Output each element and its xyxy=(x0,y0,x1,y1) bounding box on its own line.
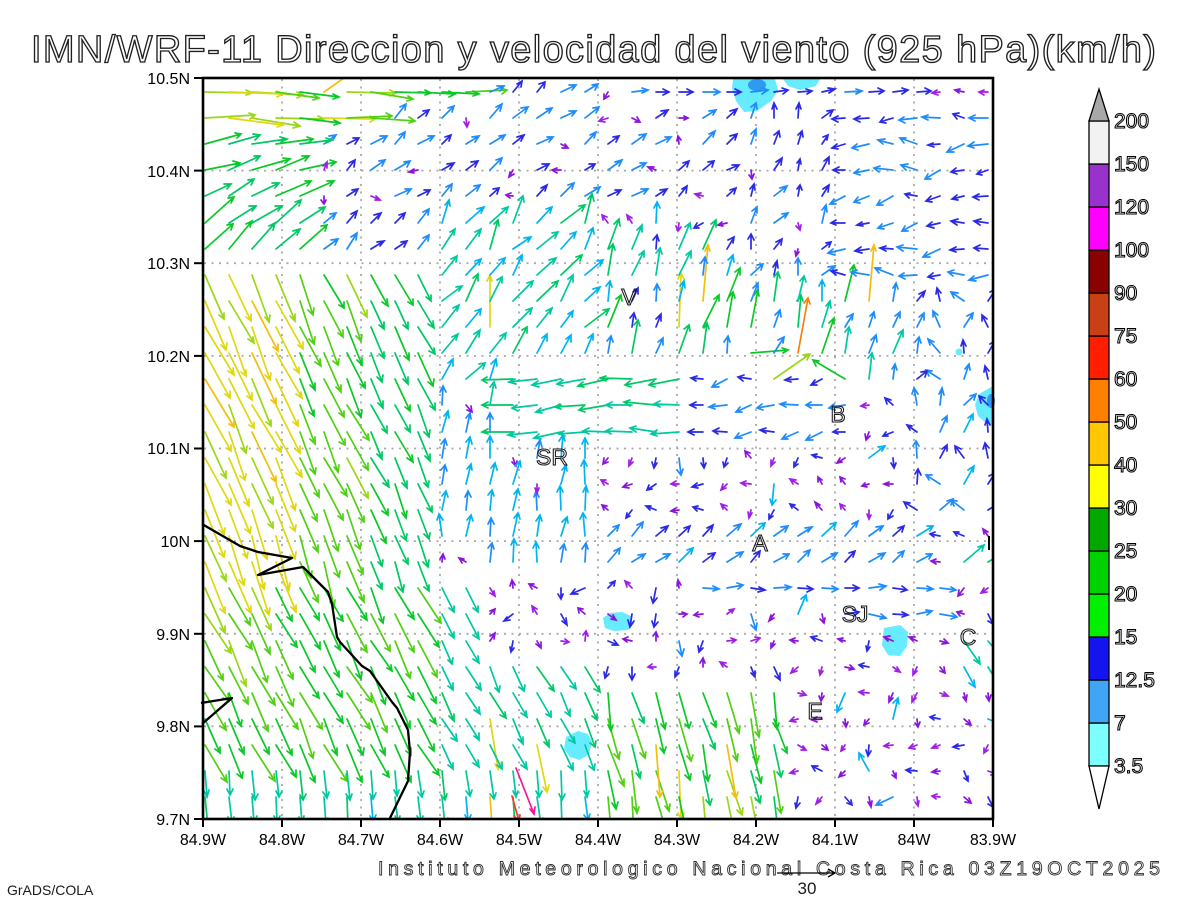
svg-text:40: 40 xyxy=(1114,454,1137,477)
svg-text:SJ: SJ xyxy=(842,601,869,627)
svg-text:84.8W: 84.8W xyxy=(259,832,306,849)
svg-text:E: E xyxy=(807,698,822,724)
svg-text:150: 150 xyxy=(1114,153,1149,176)
svg-text:84.1W: 84.1W xyxy=(812,832,859,849)
svg-text:3.5: 3.5 xyxy=(1114,755,1143,778)
svg-text:84.5W: 84.5W xyxy=(496,832,543,849)
svg-text:200: 200 xyxy=(1114,110,1149,133)
svg-text:10.3N: 10.3N xyxy=(147,256,190,273)
svg-text:20: 20 xyxy=(1114,583,1137,606)
svg-text:84.6W: 84.6W xyxy=(417,832,464,849)
svg-text:50: 50 xyxy=(1114,411,1137,434)
svg-text:12.5: 12.5 xyxy=(1114,669,1155,692)
svg-text:10.2N: 10.2N xyxy=(147,349,190,366)
svg-text:90: 90 xyxy=(1114,282,1137,305)
svg-text:9.8N: 9.8N xyxy=(156,719,190,736)
svg-text:60: 60 xyxy=(1114,368,1137,391)
svg-text:30: 30 xyxy=(798,879,817,898)
svg-text:84.4W: 84.4W xyxy=(575,832,622,849)
svg-text:SR: SR xyxy=(536,444,568,470)
svg-text:9.7N: 9.7N xyxy=(156,812,190,829)
svg-text:25: 25 xyxy=(1114,540,1137,563)
svg-text:C: C xyxy=(960,624,977,650)
svg-text:75: 75 xyxy=(1114,325,1137,348)
svg-text:84.7W: 84.7W xyxy=(338,832,385,849)
svg-text:IMN/WRF-11 Direccion y velocid: IMN/WRF-11 Direccion y velocidad del vie… xyxy=(31,29,1157,71)
svg-text:10N: 10N xyxy=(161,534,190,551)
svg-text:84.9W: 84.9W xyxy=(180,832,227,849)
svg-text:84W: 84W xyxy=(898,832,932,849)
svg-text:9.9N: 9.9N xyxy=(156,627,190,644)
svg-text:83.9W: 83.9W xyxy=(970,832,1017,849)
svg-text:10.1N: 10.1N xyxy=(147,441,190,458)
svg-text:10.5N: 10.5N xyxy=(147,71,190,88)
svg-text:120: 120 xyxy=(1114,196,1149,219)
svg-text:GrADS/COLA: GrADS/COLA xyxy=(7,882,94,898)
svg-text:15: 15 xyxy=(1114,626,1137,649)
svg-text:B: B xyxy=(830,401,845,427)
svg-text:7: 7 xyxy=(1114,712,1126,735)
svg-text:A: A xyxy=(752,530,768,556)
svg-text:Instituto Meteorologico Nacion: Instituto Meteorologico Nacional Costa R… xyxy=(378,858,1165,880)
svg-text:V: V xyxy=(621,284,637,310)
svg-text:100: 100 xyxy=(1114,239,1149,262)
svg-text:84.3W: 84.3W xyxy=(654,832,701,849)
svg-text:30: 30 xyxy=(1114,497,1137,520)
svg-text:10.4N: 10.4N xyxy=(147,164,190,181)
svg-text:84.2W: 84.2W xyxy=(733,832,780,849)
